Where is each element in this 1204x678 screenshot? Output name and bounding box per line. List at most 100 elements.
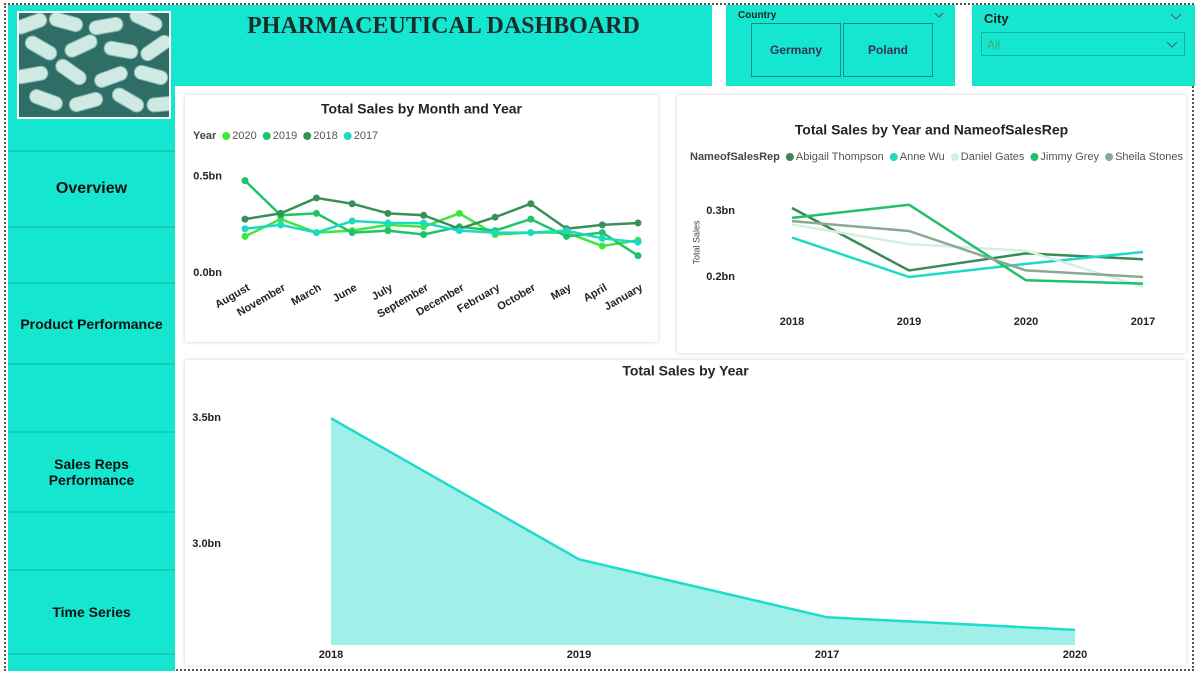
y-axis-title: Total Sales — [691, 220, 701, 265]
legend-label: 2020 — [232, 130, 256, 142]
chart: Total Sales by Year and NameofSalesRep Na… — [690, 122, 1183, 328]
legend-marker — [343, 132, 352, 140]
pill-picture — [19, 13, 169, 117]
logo-image — [17, 11, 171, 119]
data-point — [527, 229, 535, 237]
data-point — [455, 209, 463, 217]
chevron — [1166, 41, 1178, 48]
x-tick-label: 2019 — [897, 316, 921, 328]
data-point — [384, 209, 392, 217]
data-point — [634, 219, 642, 227]
chart-title: Total Sales by Year — [622, 363, 749, 379]
data-point — [348, 229, 356, 237]
data-point — [348, 217, 356, 225]
series-line — [791, 206, 1144, 272]
y-tick-label: 0.5bn — [193, 171, 222, 183]
chart-title: Total Sales by Year and NameofSalesRep — [795, 122, 1068, 138]
data-point — [598, 242, 606, 250]
data-point — [563, 232, 571, 240]
y-tick-label: 0.3bn — [706, 205, 735, 217]
data-point — [420, 219, 428, 227]
page-title: PHARMACEUTICAL DASHBOARD — [247, 13, 640, 39]
data-point — [527, 200, 535, 208]
legend-marker — [262, 132, 271, 140]
nav-spacer — [8, 226, 175, 284]
filter-option[interactable]: Poland — [843, 23, 933, 77]
legend-marker — [950, 153, 959, 161]
data-point — [241, 177, 249, 185]
legend-label: 2017 — [354, 130, 378, 142]
series-line — [791, 236, 1144, 279]
x-tick-label: March — [289, 282, 323, 309]
legend-marker — [1030, 153, 1039, 161]
x-tick-label: 2017 — [815, 649, 839, 661]
chevron — [934, 12, 944, 18]
chart: Total Sales by Month and Year Year 2020 201… — [193, 101, 646, 321]
legend-label: Anne Wu — [900, 151, 945, 163]
x-tick-label: 2020 — [1014, 316, 1038, 328]
series-line — [244, 179, 639, 257]
data-point — [420, 211, 428, 219]
series-line — [244, 196, 639, 230]
y-tick-label: 0.0bn — [193, 267, 222, 279]
legend-marker — [222, 132, 231, 140]
chevron — [1170, 13, 1182, 20]
dropdown-value: All — [987, 38, 1001, 52]
nav-button[interactable]: Sales Reps Performance — [8, 431, 175, 513]
city-dropdown[interactable]: All — [981, 32, 1185, 56]
data-point — [277, 209, 285, 217]
nav-button[interactable]: Overview — [8, 150, 175, 228]
legend-label: 2018 — [313, 130, 337, 142]
x-tick-label: 2017 — [1131, 316, 1155, 328]
legend-marker — [889, 153, 898, 161]
legend-marker — [785, 153, 794, 161]
chart-card: Total Sales by Year 3.0bn 3.5bn 2018 2019 201… — [185, 360, 1186, 665]
area-line — [330, 417, 1076, 632]
data-point — [420, 231, 428, 239]
series-line — [791, 203, 1144, 285]
x-tick-label: May — [549, 281, 574, 303]
chart-card: Total Sales by Year and NameofSalesRep Na… — [677, 95, 1186, 353]
legend-label: Jimmy Grey — [1040, 151, 1099, 163]
area-fill — [331, 418, 1075, 645]
x-tick-label: June — [331, 282, 359, 305]
nav-button[interactable]: Time Series — [8, 569, 175, 655]
legend-label: 2019 — [273, 130, 297, 142]
series-line — [244, 219, 639, 244]
data-point — [312, 194, 320, 202]
sidebar: Overview Product Performance Sales Reps … — [8, 5, 175, 671]
data-point — [241, 215, 249, 223]
nav-button[interactable]: Product Performance — [8, 282, 175, 365]
chart-title: Total Sales by Month and Year — [321, 101, 523, 117]
filter-option[interactable]: Germany — [751, 23, 841, 77]
legend-title: NameofSalesRep — [690, 151, 780, 163]
data-point — [384, 227, 392, 235]
country-filter: Country Germany Poland — [726, 5, 955, 86]
data-point — [312, 229, 320, 237]
data-point — [491, 229, 499, 237]
data-point — [241, 225, 249, 233]
x-tick-label: 2018 — [319, 649, 343, 661]
x-tick-label: 2019 — [567, 649, 591, 661]
data-point — [348, 200, 356, 208]
legend-label: Sheila Stones — [1115, 151, 1183, 163]
legend-marker — [1105, 153, 1114, 161]
series-line — [791, 219, 1144, 279]
x-tick-label: October — [495, 281, 538, 313]
data-point — [598, 229, 606, 237]
data-point — [312, 209, 320, 217]
data-point — [634, 238, 642, 246]
legend-label: Daniel Gates — [961, 151, 1025, 163]
x-tick-label: January — [602, 281, 645, 313]
filter-label: City — [984, 11, 1009, 26]
data-point — [277, 221, 285, 229]
nav-spacer — [8, 363, 175, 433]
data-point — [455, 227, 463, 235]
series-line — [791, 223, 1144, 289]
data-point — [634, 252, 642, 260]
chart: Total Sales by Year 3.0bn 3.5bn 2018 2019 201… — [192, 363, 1087, 661]
legend-label: Abigail Thompson — [796, 151, 884, 163]
data-point — [491, 213, 499, 221]
legend-marker — [303, 132, 312, 140]
